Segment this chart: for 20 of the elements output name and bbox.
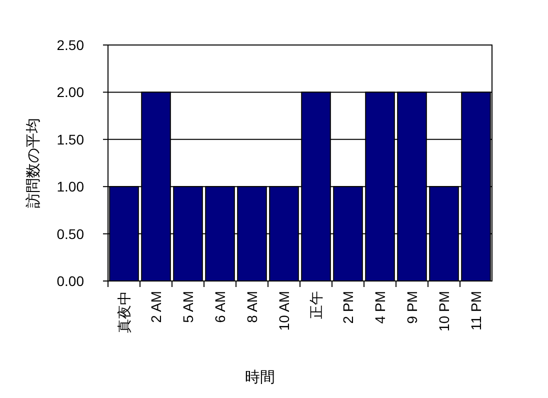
x-tick-label: 8 AM — [244, 291, 260, 323]
y-tick-label: 1.50 — [56, 131, 84, 148]
x-tick-label: 10 PM — [436, 291, 452, 332]
x-tick-label: 2 PM — [340, 291, 356, 324]
x-tick-label: 6 AM — [212, 291, 228, 323]
y-tick-label: 2.50 — [56, 37, 84, 53]
x-tick-label: 正午 — [308, 291, 324, 319]
x-tick-label: 2 AM — [148, 291, 164, 323]
x-axis-title: 時間 — [245, 369, 275, 386]
y-tick-label: 0.50 — [56, 226, 84, 242]
y-tick-label: 2.00 — [56, 84, 84, 100]
y-tick-label: 1.00 — [56, 178, 84, 195]
x-tick-label: 4 PM — [372, 291, 388, 324]
y-tick-label: 0.00 — [56, 273, 84, 289]
x-tick-label: 10 AM — [276, 291, 292, 331]
x-tick-label: 11 PM — [468, 291, 484, 330]
x-tick-label: 5 AM — [180, 291, 196, 323]
y-axis-title: 訪問数の平均 — [25, 118, 42, 208]
x-tick-label: 9 PM — [404, 291, 420, 324]
x-tick-label: 真夜中 — [116, 291, 132, 333]
